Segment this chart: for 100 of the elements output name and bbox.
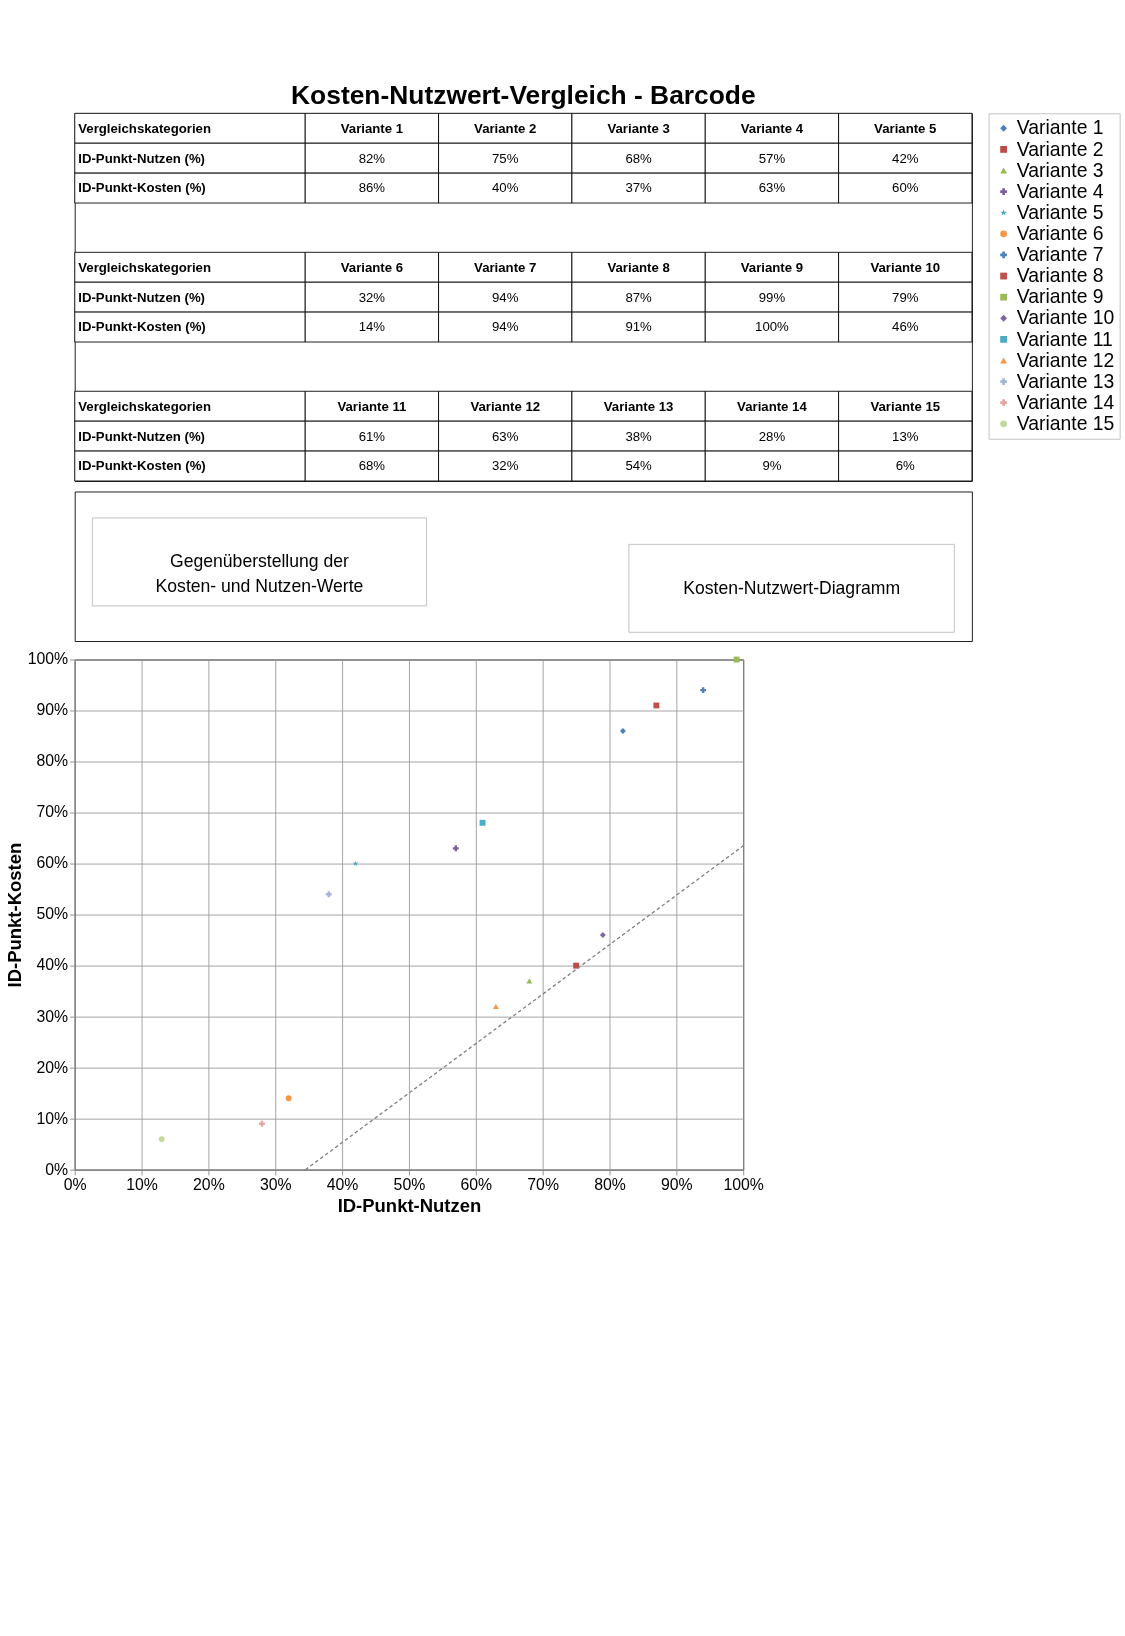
category-label: Variante 3	[607, 120, 670, 136]
point	[492, 1003, 499, 1010]
data-label: 14%	[358, 319, 386, 335]
data-label: 63%	[758, 180, 786, 196]
text: ID-Punkt-Nutzen (%)	[78, 428, 206, 444]
category-label: Variante 13	[603, 398, 674, 414]
data-label: 54%	[625, 458, 653, 474]
legend-label: Variante 7	[1016, 243, 1104, 266]
category-label: Variante 6	[340, 259, 404, 275]
legend-label: Variante 5	[1016, 200, 1104, 223]
text: Vergleichskategorien	[78, 259, 211, 275]
x-tick-label: 30%	[259, 1175, 292, 1193]
data-label: 91%	[625, 319, 653, 335]
data-label: 60%	[892, 180, 919, 196]
x-tick-label: 100%	[723, 1175, 764, 1193]
legend-label: Variante 14	[1016, 390, 1115, 413]
category-label: Variante 1	[340, 120, 404, 136]
data-label: 94%	[492, 289, 519, 305]
y-tick-label: 70%	[36, 803, 69, 821]
y-tick-label: 10%	[36, 1109, 69, 1127]
category-label: Variante 12	[470, 398, 541, 414]
point	[733, 656, 740, 663]
point	[599, 932, 606, 938]
category-label: Variante 2	[474, 120, 537, 136]
category-label: Variante 14	[737, 398, 808, 414]
text: ID-Punkt-Nutzen (%)	[78, 289, 206, 305]
point	[573, 962, 580, 969]
x-tick-label: 70%	[527, 1175, 559, 1193]
data-label: 86%	[358, 180, 386, 196]
legend-label: Variante 4	[1016, 179, 1104, 202]
point	[158, 1136, 165, 1143]
data-label: 99%	[758, 289, 786, 305]
text: ID-Punkt-Nutzen (%)	[78, 150, 206, 166]
text: ID-Punkt-Kosten (%)	[78, 458, 206, 474]
data-label: 87%	[625, 289, 653, 305]
data-label: 32%	[492, 458, 519, 474]
legend-label: Variante 11	[1016, 327, 1113, 350]
data-label: 63%	[492, 428, 519, 444]
data-label: 68%	[358, 458, 386, 474]
data-label: 42%	[892, 150, 919, 166]
data-label: 57%	[758, 150, 786, 166]
category-label: Variante 10	[870, 259, 941, 275]
y-tick-label: 50%	[36, 905, 69, 923]
category-label: Variante 5	[874, 120, 937, 136]
point	[325, 891, 332, 898]
data-label: 9%	[762, 458, 782, 474]
legend-label: Variante 15	[1016, 411, 1115, 434]
data-label: 13%	[892, 428, 919, 444]
y-tick-label: 30%	[36, 1007, 69, 1025]
category-label: Variante 9	[740, 259, 804, 275]
x-tick-label: 50%	[393, 1175, 426, 1193]
data-label: 32%	[358, 289, 386, 305]
x-tick-label: 0%	[63, 1175, 87, 1193]
x-tick-label: 80%	[594, 1175, 626, 1193]
x-tick-label: 40%	[326, 1175, 359, 1193]
data-label: 82%	[358, 150, 386, 166]
data-label: 38%	[625, 428, 653, 444]
text: Kosten-Nutzwert-Diagramm	[683, 577, 901, 598]
category-label: Variante 15	[870, 398, 941, 414]
legend-label: Variante 3	[1016, 158, 1104, 181]
legend-label: Variante 13	[1016, 369, 1115, 392]
point	[452, 845, 459, 852]
point	[700, 687, 707, 694]
data-label: 40%	[492, 180, 519, 196]
point	[526, 978, 533, 984]
data-label: 28%	[758, 428, 786, 444]
data-label: 75%	[492, 150, 519, 166]
data-label: 94%	[492, 319, 519, 335]
y-tick-label: 90%	[36, 701, 69, 719]
category-label: Variante 8	[607, 259, 670, 275]
legend-label: Variante 9	[1016, 285, 1104, 308]
category-label: Variante 4	[740, 120, 804, 136]
y-tick-label: 20%	[36, 1058, 69, 1076]
y-tick-label: 40%	[36, 956, 69, 974]
point	[285, 1095, 292, 1102]
data-label: 61%	[358, 428, 386, 444]
data-label: 37%	[625, 180, 653, 196]
x-tick-label: 20%	[193, 1175, 225, 1193]
data-label: 68%	[625, 150, 653, 166]
text: ID-Punkt-Kosten (%)	[78, 319, 206, 335]
category-label: Variante 7	[474, 259, 537, 275]
y-tick-label: 80%	[36, 752, 69, 770]
legend-label: Variante 8	[1016, 264, 1104, 287]
text: Vergleichskategorien	[78, 120, 211, 136]
point	[258, 1120, 265, 1127]
y-tick-label: 100%	[27, 650, 69, 668]
legend-label: Variante 2	[1016, 137, 1104, 160]
data-label: 46%	[892, 319, 919, 335]
x-tick-label: 90%	[661, 1175, 693, 1193]
text: ID-Punkt-Kosten (%)	[78, 180, 206, 196]
legend-label: Variante 6	[1016, 221, 1104, 244]
data-label: 6%	[895, 458, 916, 474]
category-label: Variante 11	[337, 398, 407, 414]
data-label: 79%	[892, 289, 919, 305]
x-tick-label: 10%	[126, 1175, 158, 1193]
data-label: 100%	[755, 319, 790, 335]
legend-label: Variante 1	[1016, 116, 1104, 139]
x-tick-label: 60%	[460, 1175, 493, 1193]
text: Vergleichskategorien	[78, 398, 211, 414]
y-axis-title: ID-Punkt-Kosten	[3, 842, 25, 988]
